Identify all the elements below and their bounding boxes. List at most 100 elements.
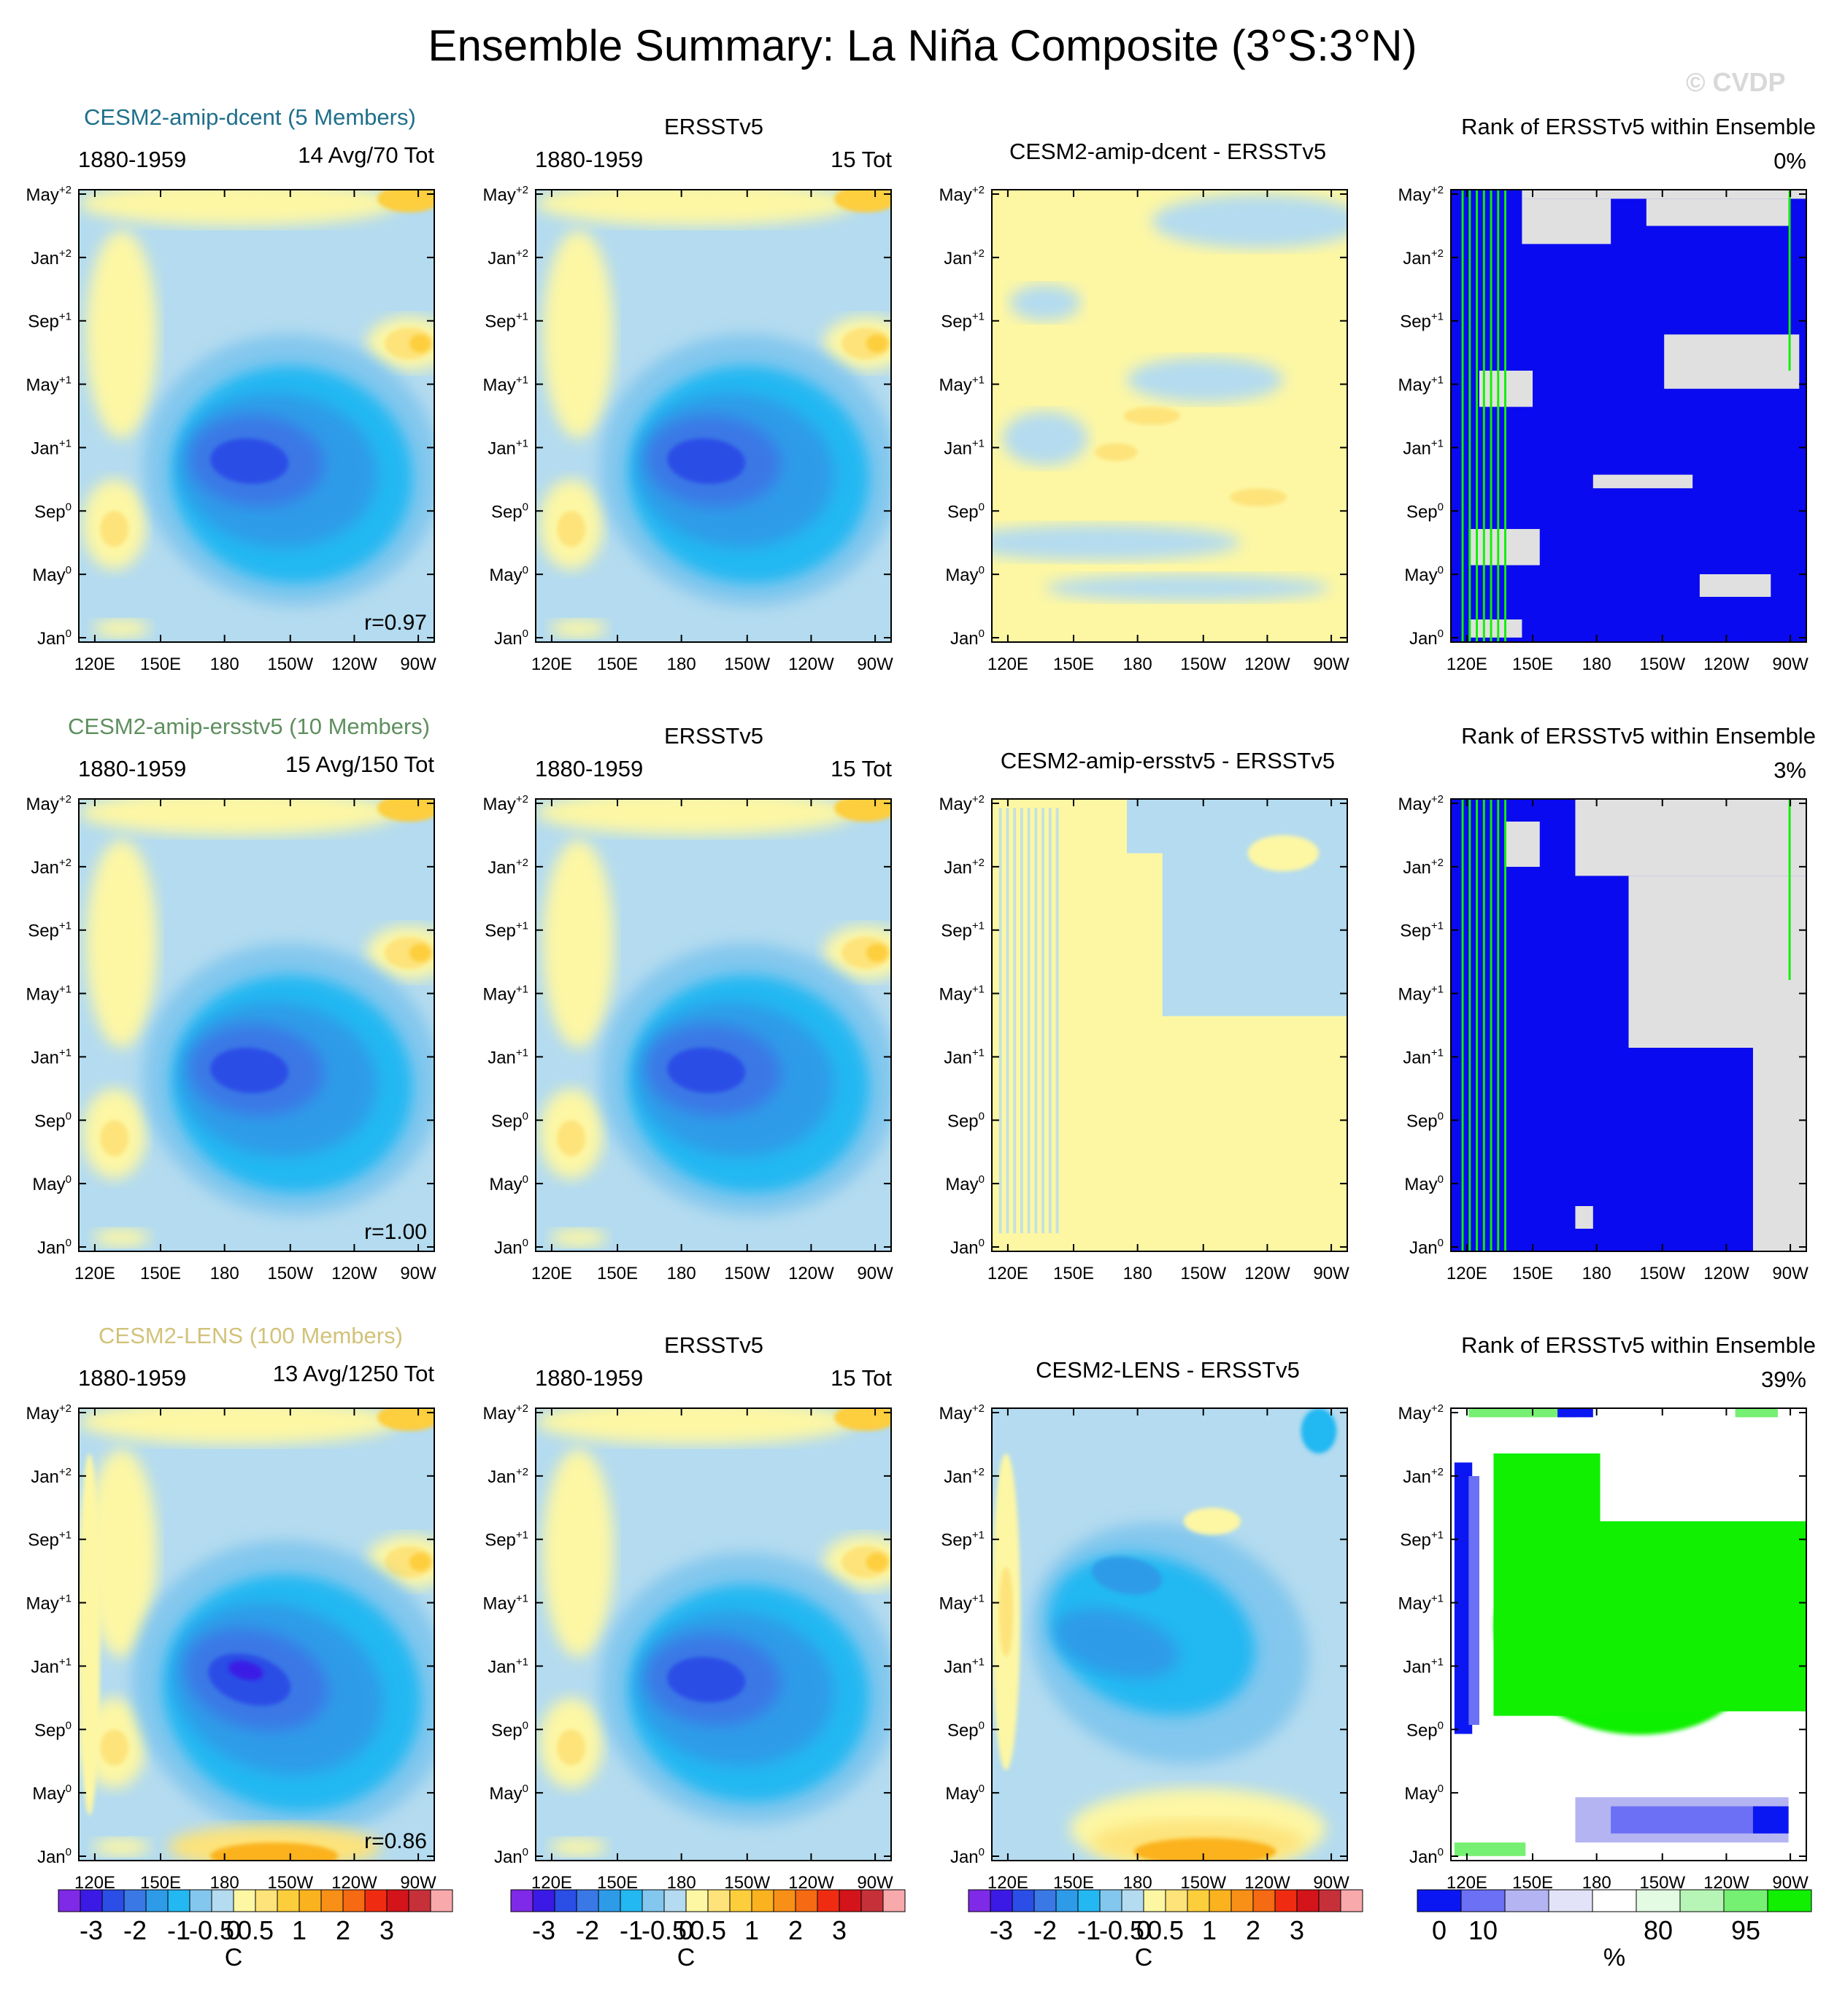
- colorbar-swatch: [663, 1889, 687, 1912]
- x-tick-label: 150E: [1053, 654, 1094, 674]
- member-count-3: 13 Avg/1250 Tot: [272, 1361, 434, 1386]
- colorbar-swatch: [1340, 1889, 1363, 1912]
- y-tick-label: Jan+2: [488, 247, 528, 269]
- x-tick-label: 180: [210, 654, 239, 674]
- x-tick-label: 150E: [140, 654, 181, 674]
- figure-title: Ensemble Summary: La Niña Composite (3°S…: [428, 21, 1417, 70]
- colorbar-label: 1: [292, 1915, 307, 1945]
- colorbar-swatch: [1417, 1889, 1462, 1912]
- x-tick-label: 150E: [597, 654, 638, 674]
- x-tick-label: 120E: [531, 1264, 572, 1283]
- x-tick-label: 120E: [74, 1264, 115, 1283]
- x-tick-label: 150W: [724, 1264, 770, 1283]
- y-tick-label: May+2: [1398, 1402, 1444, 1424]
- x-tick-label: 150E: [597, 1264, 638, 1283]
- colorbar-swatch: [860, 1889, 884, 1912]
- y-tick-label: Sep+1: [941, 311, 985, 332]
- y-tick-label: May0: [1404, 1783, 1444, 1804]
- colorbar-swatch: [298, 1889, 322, 1912]
- field-r3-c3: [992, 1408, 1347, 1861]
- colorbar-swatch: [1121, 1889, 1144, 1912]
- cvdp-watermark: © CVDP: [1686, 67, 1786, 97]
- y-tick-label: Jan0: [950, 627, 985, 649]
- colorbar-swatch: [255, 1889, 278, 1912]
- field-r2-c3: [992, 799, 1347, 1251]
- y-tick-label: Jan+1: [31, 1656, 72, 1677]
- panel-frame: [78, 189, 435, 643]
- map-panel-r2-c1: Jan0 May0 Sep0 Jan+1 May+1 Sep+1 Jan+2 May+2 120…: [26, 793, 437, 1283]
- x-tick-label: 150W: [1639, 654, 1685, 674]
- map-panel-r3-c4: Jan0May0Sep0Jan+1May+1Sep+1Jan+2May+2120…: [1398, 1402, 1809, 1893]
- y-tick-label: Jan+1: [488, 1656, 528, 1677]
- colorbar-swatch: [1318, 1889, 1341, 1912]
- colorbar-swatch: [1460, 1889, 1506, 1912]
- obs-title-1: ERSSTv5: [663, 114, 764, 139]
- colorbar-swatch: [1636, 1889, 1681, 1912]
- y-tick-label: Jan+1: [944, 1656, 985, 1677]
- colorbar-unit: C: [1135, 1944, 1153, 1971]
- colorbar-swatch: [773, 1889, 796, 1912]
- x-tick-label: 120E: [531, 654, 572, 674]
- colorbar-swatch: [839, 1889, 862, 1912]
- colorbar-label: -1: [1077, 1915, 1101, 1945]
- y-tick-label: May+1: [26, 374, 72, 395]
- y-tick-label: Jan0: [1409, 1237, 1444, 1258]
- colorbar-label: 10: [1468, 1915, 1498, 1945]
- colorbar-label: 0.5: [1147, 1915, 1184, 1945]
- colorbar-label: -0.5: [189, 1915, 234, 1945]
- y-tick-label: May+1: [26, 1593, 72, 1614]
- colorbar-swatch: [882, 1889, 906, 1912]
- colorbar-swatch: [510, 1889, 534, 1912]
- period-label-1b: 1880-1959: [535, 147, 644, 172]
- colorbar-swatch: [80, 1889, 103, 1912]
- x-tick-label: 90W: [857, 1264, 893, 1283]
- map-panel-r1-c2: Jan0 May0 Sep0 Jan+1 May+1 Sep+1 Jan+2 May+2 120…: [483, 184, 894, 674]
- colorbar-label: 0: [1432, 1915, 1447, 1945]
- colorbar-swatch: [817, 1889, 840, 1912]
- y-tick-label: Sep+1: [28, 1529, 72, 1550]
- x-tick-label: 120W: [331, 1264, 377, 1283]
- x-tick-label: 90W: [1772, 654, 1809, 674]
- x-tick-label: 180: [1123, 1264, 1152, 1283]
- x-tick-label: 90W: [1772, 1264, 1809, 1283]
- y-tick-label: Jan+1: [1403, 437, 1444, 458]
- colorbar-label: -0.5: [1099, 1915, 1144, 1945]
- y-tick-label: May+2: [1398, 793, 1444, 814]
- obs-count-1: 15 Tot: [831, 147, 892, 172]
- x-tick-label: 150W: [1639, 1264, 1685, 1283]
- y-tick-label: Sep0: [491, 1719, 528, 1740]
- y-tick-label: Jan+1: [1403, 1656, 1444, 1677]
- ensemble-title-2: CESM2-amip-ersstv5 (10 Members): [68, 714, 431, 739]
- x-tick-label: 150W: [1180, 1264, 1226, 1283]
- colorbar-label: 95: [1731, 1915, 1760, 1945]
- x-tick-label: 120W: [788, 654, 834, 674]
- y-tick-label: Jan+2: [31, 857, 72, 878]
- x-tick-label: 120W: [1703, 1264, 1749, 1283]
- colorbar-unit: C: [677, 1944, 696, 1971]
- colorbar-swatch: [211, 1889, 234, 1912]
- rank-title-1: Rank of ERSSTv5 within Ensemble: [1461, 114, 1816, 139]
- map-panel-r3-c1: Jan0May0Sep0Jan+1May+1Sep+1Jan+2May+2120…: [26, 1402, 437, 1893]
- y-tick-label: May+1: [1398, 984, 1444, 1005]
- period-label-1a: 1880-1959: [78, 147, 187, 172]
- y-tick-label: May0: [945, 564, 985, 585]
- y-tick-label: Jan+2: [31, 1466, 72, 1487]
- diff-title-2: CESM2-amip-ersstv5 - ERSSTv5: [1000, 748, 1336, 773]
- y-tick-label: Jan+1: [944, 437, 985, 458]
- y-tick-label: Jan0: [37, 627, 72, 649]
- field-r2-c1: [79, 799, 434, 1251]
- y-tick-label: Jan0: [1409, 627, 1444, 649]
- colorbar-unit: %: [1603, 1944, 1625, 1971]
- y-tick-label: Jan0: [950, 1237, 985, 1258]
- period-label-2b: 1880-1959: [535, 756, 644, 781]
- map-panel-r2-c3: Jan0 May0 Sep0 Jan+1 May+1 Sep+1 Jan+2 May+2 120…: [939, 793, 1350, 1283]
- panel-frame: [535, 798, 892, 1252]
- y-tick-label: Jan+1: [1403, 1046, 1444, 1067]
- y-tick-label: May+1: [939, 984, 985, 1005]
- colorbar-swatch: [408, 1889, 431, 1912]
- y-tick-label: Jan+2: [1403, 1466, 1444, 1487]
- colorbar-label: 2: [336, 1915, 350, 1945]
- x-tick-label: 120W: [1244, 1264, 1290, 1283]
- x-tick-label: 180: [667, 1264, 696, 1283]
- y-tick-label: Sep+1: [941, 920, 985, 941]
